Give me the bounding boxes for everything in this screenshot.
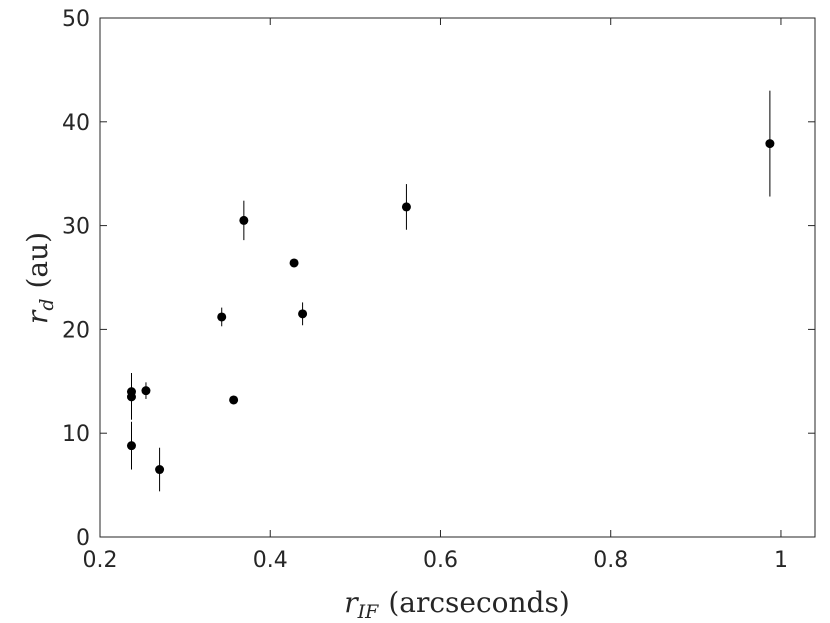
plot-area — [99, 17, 816, 538]
y-axis-label: rd(au) — [21, 232, 58, 324]
x-tick-label: 0.2 — [83, 548, 118, 573]
y-tick-label: 40 — [62, 111, 90, 136]
data-point — [217, 312, 227, 322]
y-tick-label: 0 — [76, 526, 90, 551]
data-point — [298, 309, 308, 319]
data-point — [401, 202, 411, 212]
x-tick-label: 0.6 — [423, 548, 458, 573]
data-point — [155, 465, 165, 475]
y-tick-label: 50 — [62, 7, 90, 32]
data-points — [126, 139, 775, 475]
y-tick-label: 20 — [62, 318, 90, 343]
x-axis-label: rIF (arcseconds) — [344, 586, 570, 623]
data-point — [289, 258, 299, 268]
data-point — [229, 395, 239, 405]
data-point — [126, 387, 136, 397]
x-axis-ticks: 0.2 0.4 0.6 0.8 1 — [83, 18, 788, 573]
x-tick-label: 0.8 — [593, 548, 628, 573]
data-point — [141, 386, 151, 396]
y-tick-label: 30 — [62, 215, 90, 240]
data-point — [126, 441, 136, 451]
data-point — [765, 139, 775, 149]
data-point — [239, 215, 249, 225]
y-axis-ticks: 0 10 20 30 40 50 — [62, 7, 815, 551]
x-tick-label: 1 — [774, 548, 788, 573]
x-tick-label: 0.4 — [253, 548, 288, 573]
y-tick-label: 10 — [62, 422, 90, 447]
